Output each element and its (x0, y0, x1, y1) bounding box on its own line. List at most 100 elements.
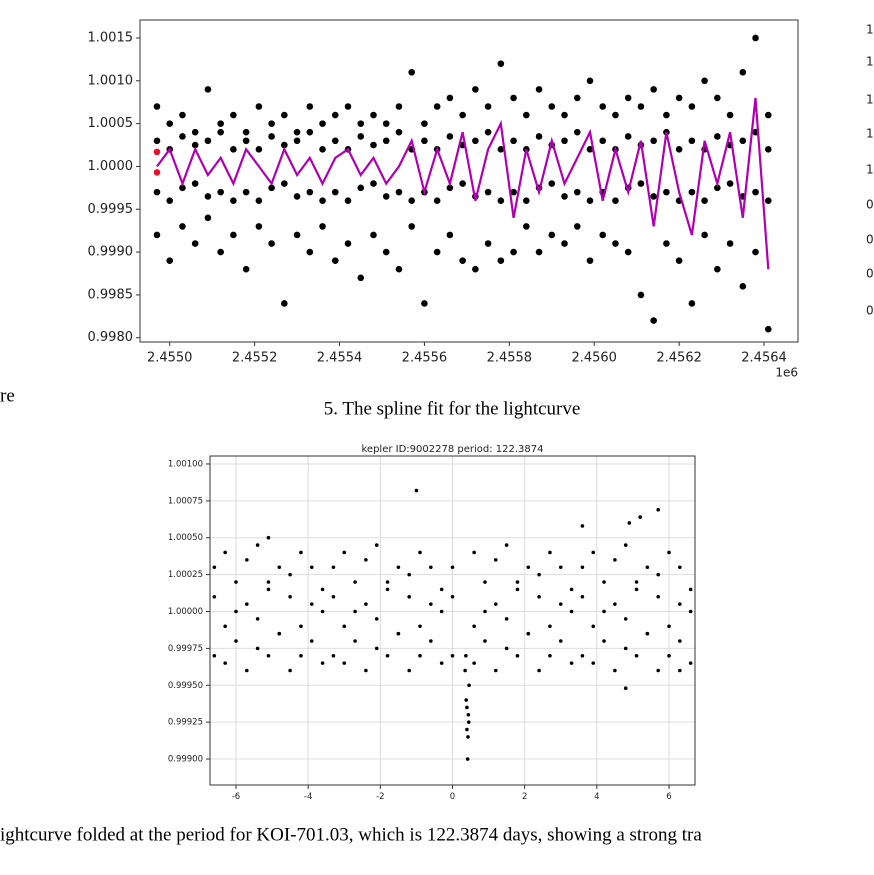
data-point (678, 668, 682, 673)
data-point (558, 565, 563, 570)
data-point (433, 248, 441, 256)
data-point (288, 668, 292, 673)
data-point (230, 146, 237, 153)
data-point (558, 639, 563, 643)
data-point (331, 653, 336, 658)
data-point (439, 587, 444, 592)
data-point (204, 193, 212, 200)
data-point (370, 180, 377, 187)
data-point (212, 565, 217, 570)
data-point (752, 188, 759, 196)
data-point (537, 668, 541, 673)
data-point (623, 686, 628, 691)
data-point (484, 128, 492, 136)
data-point (678, 602, 682, 606)
data-point (450, 565, 455, 570)
data-point (266, 535, 271, 540)
data-point (204, 214, 212, 222)
data-point (663, 188, 670, 196)
data-point (558, 602, 563, 606)
x-tick-label: 4 (594, 792, 599, 802)
x-tick-label: -2 (376, 792, 384, 802)
data-point (306, 188, 314, 196)
data-point (523, 111, 530, 119)
data-point (418, 624, 422, 629)
data-point (612, 197, 619, 204)
data-point (281, 141, 288, 149)
data-point (395, 188, 403, 196)
data-point (764, 111, 772, 119)
text-fragment: 1. (866, 163, 874, 177)
data-point (459, 111, 466, 119)
data-point (242, 128, 250, 136)
x-tick-label: 6 (666, 792, 671, 802)
data-point (374, 543, 379, 547)
data-point (634, 580, 639, 584)
y-tick-label: 1.0010 (88, 73, 134, 88)
data-point (299, 624, 303, 629)
data-point (591, 550, 596, 555)
data-point (364, 668, 368, 673)
data-point (166, 197, 174, 204)
data-point (191, 128, 199, 136)
data-point (446, 231, 454, 239)
data-point (701, 197, 708, 204)
data-point (293, 193, 301, 200)
data-point (277, 631, 282, 636)
data-point (191, 240, 199, 247)
data-point (535, 86, 543, 93)
x-tick-label: 2 (522, 792, 527, 802)
data-point (466, 720, 471, 724)
data-point (497, 197, 505, 204)
data-point (591, 624, 596, 629)
data-point (407, 572, 411, 577)
data-point (217, 188, 224, 196)
data-point (320, 661, 325, 665)
data-point (281, 300, 288, 307)
y-tick-label: 0.99975 (168, 644, 203, 654)
data-point (466, 735, 470, 739)
data-point (599, 137, 607, 145)
data-point (580, 524, 585, 528)
data-point (342, 550, 347, 555)
data-point (234, 580, 238, 584)
data-point (510, 137, 517, 145)
data-point (234, 609, 238, 614)
data-point (153, 148, 161, 156)
data-point (331, 565, 336, 570)
data-point (510, 248, 517, 256)
data-point (223, 550, 227, 555)
data-point (319, 223, 326, 230)
data-point (385, 587, 390, 592)
data-point (504, 646, 509, 651)
data-point (242, 265, 250, 273)
data-point (599, 231, 607, 239)
data-point (364, 602, 368, 606)
data-point (586, 77, 594, 85)
data-point (153, 137, 161, 145)
data-point (288, 572, 292, 577)
data-point (613, 602, 617, 606)
x-tick-label: 0 (450, 792, 455, 802)
figure-caption: 5. The spline fit for the lightcurve (324, 398, 581, 419)
data-point (414, 488, 419, 493)
data-point (217, 248, 224, 256)
data-point (217, 120, 224, 127)
data-point (319, 120, 326, 127)
data-point (526, 631, 531, 636)
x-tick-label: 2.4564 (741, 351, 787, 366)
data-point (446, 94, 454, 102)
data-point (166, 120, 174, 127)
data-point (701, 77, 708, 85)
data-point (484, 188, 492, 196)
data-point (309, 639, 314, 643)
data-point (293, 137, 301, 145)
data-point (484, 103, 492, 110)
data-point (472, 550, 476, 555)
data-point (408, 197, 415, 204)
data-point (523, 197, 530, 204)
data-point (382, 248, 390, 256)
data-point (293, 128, 301, 136)
y-tick-label: 0.9985 (88, 287, 134, 302)
y-tick-label: 0.99925 (168, 718, 203, 728)
